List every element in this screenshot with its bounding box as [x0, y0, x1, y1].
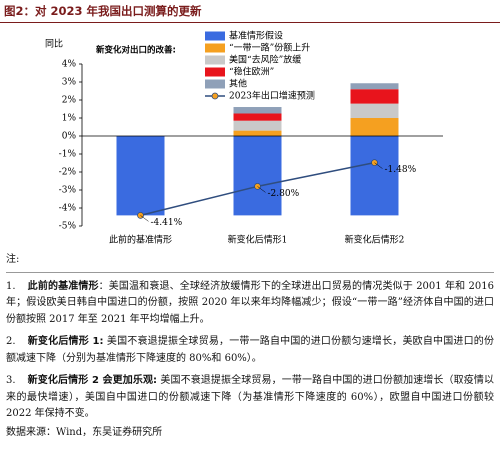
- note-text: 美国不衰退提振全球贸易，一带一路自中国的进口份额加速增长（取疫情以来的最快增速）…: [6, 375, 494, 419]
- legend-label: “一带一路”份额上升: [229, 42, 310, 54]
- x-tick-label: 新变化后情形1: [228, 234, 288, 246]
- y-tick-label: 1%: [62, 114, 77, 124]
- x-tick-label: 新变化后情形2: [345, 234, 405, 246]
- note-title: 新变化后情形 1:: [27, 336, 104, 347]
- value-label: -2.80%: [268, 189, 300, 199]
- bar-segment: [233, 107, 282, 114]
- y-tick-label: 2%: [62, 96, 77, 106]
- notes: 注: 1. 此前的基准情形：美国温和衰退、全球经济放缓情形下的全球进出口贸易的情况…: [6, 252, 494, 441]
- legend-label: 基准情形假设: [229, 30, 283, 42]
- bar-segment: [350, 136, 399, 216]
- chart: 同比 新变化对出口的改善: -5% -4% -3% -2% -1% 0% 1% 2% 3% 4% 此…: [45, 30, 443, 246]
- y-tick-label: 3%: [62, 78, 77, 88]
- value-label: -4.41%: [151, 218, 183, 228]
- note: 2. 新变化后情形 1: 美国不衰退提振全球贸易，一带一路自中国的进口份额匀速增长…: [6, 334, 494, 367]
- legend-swatch: [205, 31, 225, 41]
- y-tick-label: -3%: [59, 186, 77, 196]
- note-text: 美国不衰退提振全球贸易，一带一路自中国的进口份额匀速增长，美欧自中国进口的份额减…: [6, 336, 494, 364]
- y-tick-label: -1%: [59, 150, 77, 160]
- legend-label: 美国“去风险”放缓: [229, 54, 301, 66]
- bar-segment: [350, 83, 399, 90]
- label-leader: [140, 215, 149, 222]
- title-rule: [0, 22, 500, 23]
- separator: [6, 271, 494, 273]
- bar-segment: [233, 130, 282, 136]
- legend-label: 其他: [229, 78, 247, 90]
- label-leader: [374, 162, 383, 169]
- legend-swatch: [205, 79, 225, 89]
- bar-segment: [350, 89, 399, 104]
- y-tick-label: -2%: [59, 168, 77, 178]
- note-text: ：美国温和衰退、全球经济放缓情形下的全球进出口贸易的情况类似于 2001 年和 …: [6, 280, 494, 325]
- y-tick-label: 0%: [62, 132, 77, 142]
- note-title: 此前的基准情形: [27, 280, 99, 292]
- note: 1. 此前的基准情形：美国温和衰退、全球经济放缓情形下的全球进出口贸易的情况类似于…: [6, 279, 494, 329]
- legend-swatch: [205, 67, 225, 77]
- bar-segment: [233, 120, 282, 131]
- legend-marker: [211, 92, 219, 100]
- note-title: 新变化后情形 2 会更加乐观:: [27, 375, 158, 386]
- legend-label: 2023年出口增速预测: [229, 90, 315, 102]
- y-tick-label: 4%: [62, 60, 77, 70]
- note-number: 2.: [6, 336, 16, 347]
- bar-segment: [350, 103, 399, 118]
- y-tick-label: -4%: [59, 204, 77, 214]
- bar-segment: [350, 118, 399, 136]
- legend-swatch: [205, 55, 225, 65]
- bar-segment: [233, 113, 282, 121]
- note-number: 1.: [6, 280, 16, 292]
- note-number: 3.: [6, 375, 16, 386]
- note: 3. 新变化后情形 2 会更加乐观: 美国不衰退提振全球贸易，一带一路自中国的进口…: [6, 373, 494, 423]
- legend-title: 新变化对出口的改善:: [96, 45, 176, 56]
- notes-label: 注:: [6, 254, 20, 265]
- label-leader: [257, 186, 266, 193]
- y-axis-label: 同比: [45, 38, 63, 50]
- bar-segment: [233, 136, 282, 216]
- y-tick-label: -5%: [59, 222, 77, 232]
- bar-segment: [116, 136, 165, 216]
- figure-title: 图2：对 2023 年我国出口测算的更新: [4, 4, 202, 18]
- legend-swatch: [205, 43, 225, 53]
- value-label: -1.48%: [385, 165, 417, 175]
- x-tick-label: 此前的基准情形: [109, 234, 172, 246]
- source: 数据来源：Wind，东吴证券研究所: [6, 426, 163, 438]
- legend-label: “稳住欧洲”: [229, 66, 274, 78]
